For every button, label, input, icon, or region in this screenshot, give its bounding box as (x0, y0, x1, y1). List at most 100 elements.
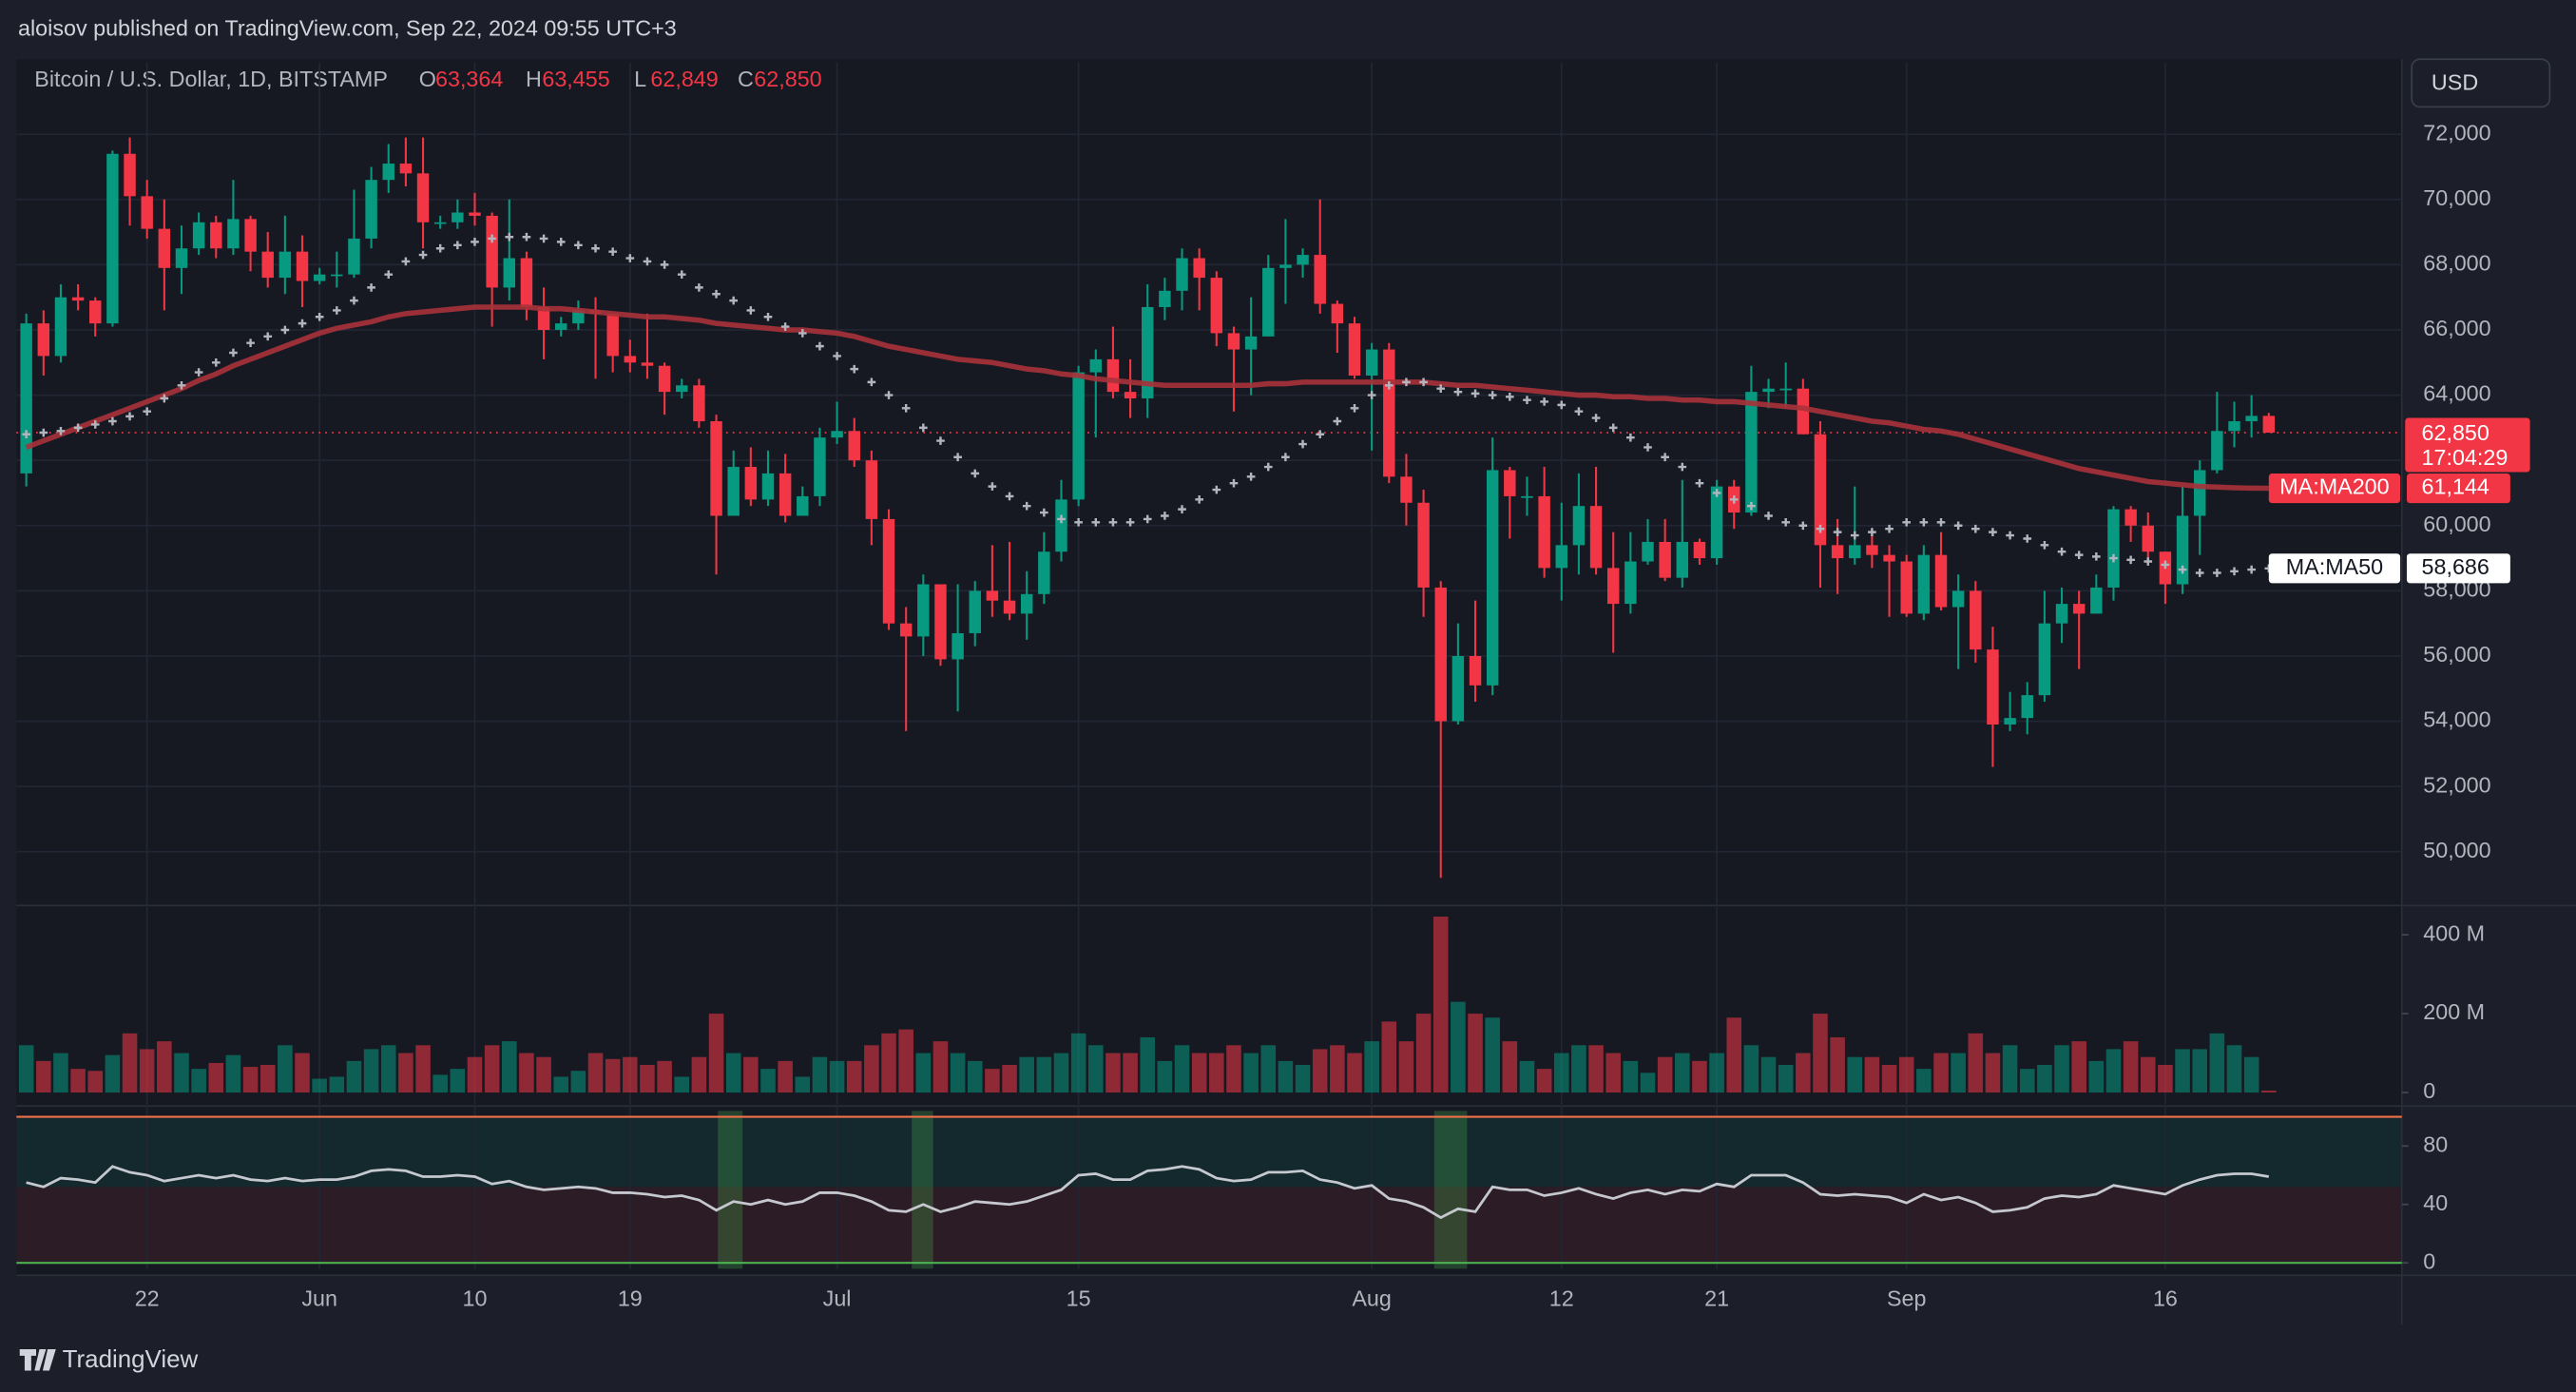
volume-bar (2140, 1056, 2156, 1093)
rsi-band (16, 1187, 2402, 1264)
candle-body (1710, 486, 1723, 559)
ma-marker (867, 377, 876, 387)
volume-bar (1605, 1053, 1621, 1093)
ma-marker (2143, 557, 2153, 566)
candle-body (2245, 416, 2258, 422)
volume-bar (36, 1060, 51, 1093)
x-tick-label: Aug (1352, 1286, 1392, 1310)
ma-marker (1557, 400, 1567, 410)
ma-marker (1781, 518, 1791, 527)
candle-body (1400, 476, 1413, 503)
candle-body (986, 590, 999, 601)
x-tick-label: 21 (1704, 1286, 1729, 1310)
y-tick-label: 54,000 (2423, 707, 2490, 732)
ma-marker (1125, 518, 1135, 527)
volume-bar (950, 1053, 966, 1093)
ma-marker (798, 329, 807, 338)
ma-marker (1506, 392, 1514, 401)
candle-body (1642, 541, 1654, 562)
candle-body (1210, 278, 1223, 334)
candle-body (1572, 506, 1586, 546)
ma-marker (971, 469, 980, 478)
volume-bar (932, 1041, 949, 1093)
ma-marker (1091, 518, 1101, 527)
candle-body (54, 297, 67, 357)
rsi-tick-label: 80 (2423, 1131, 2448, 1156)
candle-body (1866, 545, 1878, 555)
candle-body (1297, 255, 1309, 265)
volume-bar (1468, 1014, 1483, 1093)
volume-bar (208, 1062, 224, 1093)
volume-bar (1519, 1060, 1535, 1093)
volume-bar (1123, 1053, 1138, 1093)
volume-bar (2105, 1049, 2122, 1093)
volume-bar (1813, 1014, 1828, 1093)
ma-marker (1333, 416, 1342, 426)
ma-marker (1074, 518, 1083, 527)
countdown-label: 17:04:29 (2422, 445, 2509, 470)
brand-logo (19, 1349, 56, 1371)
candle-body (658, 365, 671, 393)
candle-body (865, 460, 878, 519)
volume-bar (122, 1033, 138, 1093)
candle-body (20, 323, 32, 474)
ma-marker (1350, 403, 1359, 413)
volume-bar (1830, 1036, 1845, 1093)
candle-body (2021, 695, 2033, 719)
ma-marker (435, 243, 445, 253)
candle-body (2038, 623, 2051, 696)
last-price-label: 62,850 (2422, 420, 2489, 445)
volume-bar (846, 1060, 862, 1093)
ma-marker (1161, 512, 1169, 520)
currency-label[interactable]: USD (2432, 69, 2478, 94)
currency-button[interactable] (2411, 58, 2551, 108)
ma-marker (833, 352, 841, 360)
candle-body (71, 297, 85, 301)
candle-body (1106, 358, 1120, 393)
candle-body (1762, 388, 1775, 393)
volume-bar (2192, 1049, 2207, 1093)
ma-marker (2092, 552, 2101, 561)
volume-bar (2054, 1045, 2069, 1093)
ma-marker (780, 322, 790, 331)
ma-marker (1108, 518, 1118, 527)
ma-marker (695, 283, 703, 292)
candle-body (433, 222, 447, 224)
ma-marker (315, 312, 324, 321)
candle-body (158, 228, 171, 268)
ma-value-label: 61,144 (2422, 474, 2489, 499)
volume-bar (1157, 1060, 1173, 1093)
candle-body (952, 632, 964, 660)
signal-highlight (718, 1111, 743, 1269)
candle-body (486, 215, 498, 288)
ma-marker (1436, 384, 1446, 394)
ma-marker (918, 423, 928, 433)
ma-marker (90, 420, 100, 429)
candle-body (331, 274, 343, 277)
volume-bar (1709, 1053, 1724, 1093)
candle-body (2142, 525, 2154, 552)
volume-bar (1278, 1060, 1294, 1093)
ma-value-label: 58,686 (2422, 554, 2489, 579)
candle-body (779, 473, 792, 516)
ma-name: MA:MA50 (2286, 554, 2383, 579)
volume-bar (1330, 1045, 1345, 1093)
candle-body (520, 258, 533, 307)
volume-bar (1347, 1053, 1362, 1093)
volume-bar (1571, 1045, 1586, 1093)
candle-body (1917, 554, 1931, 614)
volume-bar (1743, 1045, 1759, 1093)
volume-bar (2037, 1065, 2052, 1093)
ma-marker (505, 232, 514, 242)
ma-marker (1367, 391, 1376, 399)
volume-bar (2175, 1049, 2190, 1093)
y-tick-label: 52,000 (2423, 772, 2490, 797)
volume-bar (1847, 1056, 1863, 1093)
signal-highlight (912, 1111, 933, 1269)
ma-marker (1229, 478, 1239, 488)
ohlc-letter: C (738, 67, 754, 91)
candle-body (1262, 267, 1275, 337)
ma-marker (1902, 518, 1912, 527)
ma-marker (953, 453, 962, 462)
candle-body (572, 310, 585, 324)
